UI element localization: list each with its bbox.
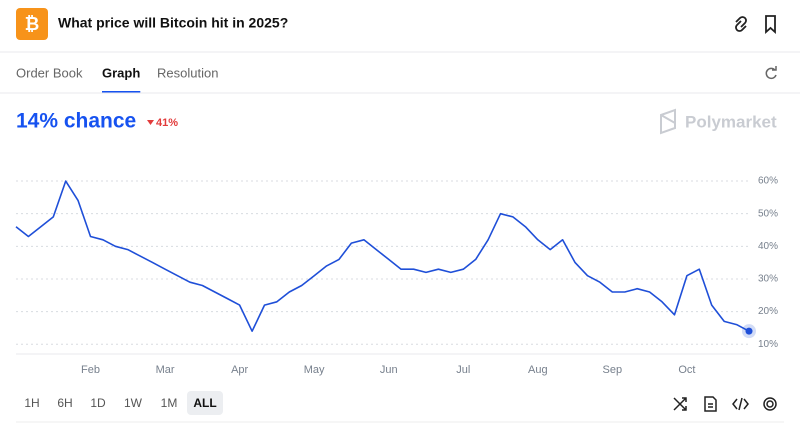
x-tick-label: Aug: [528, 364, 548, 376]
chance-change: 41%: [156, 117, 178, 129]
x-tick-label: Feb: [81, 364, 100, 376]
market-icon: [16, 8, 48, 40]
chance: 14% chance: [16, 110, 136, 133]
tab-underline: [102, 91, 141, 93]
x-tick-label: Oct: [678, 364, 695, 376]
tab[interactable]: Resolution: [157, 65, 218, 80]
y-tick-label: 10%: [758, 339, 778, 350]
y-tick-label: 20%: [758, 306, 778, 317]
tab[interactable]: Order Book: [16, 65, 83, 80]
range-button[interactable]: ALL: [193, 396, 216, 410]
x-tick-label: Apr: [231, 364, 248, 376]
embed-icon[interactable]: [732, 397, 749, 411]
range-button[interactable]: 1W: [124, 396, 143, 410]
range-active-bg: [187, 391, 223, 415]
tabs: Order Book Graph Resolution: [16, 65, 218, 93]
x-tick-label: May: [304, 364, 325, 376]
x-tick-label: Mar: [156, 364, 175, 376]
toolbar-icons: [673, 396, 777, 412]
range-button[interactable]: 1H: [24, 396, 39, 410]
y-tick-label: 30%: [758, 274, 778, 285]
range-button[interactable]: 6H: [57, 396, 72, 410]
refresh-icon[interactable]: [765, 66, 777, 80]
shuffle-icon[interactable]: [673, 397, 687, 411]
range-buttons: 1H 6H 1D 1W 1M ALL: [24, 391, 223, 415]
icon-glyph: ₿: [25, 14, 40, 34]
link-icon[interactable]: [735, 16, 747, 32]
down-arrow: [147, 120, 154, 125]
brand: Polymarket: [685, 112, 777, 131]
y-tick-label: 50%: [758, 208, 778, 219]
y-tick-label: 40%: [758, 241, 778, 252]
x-tick-label: Jun: [380, 364, 398, 376]
settings-icon[interactable]: [766, 400, 774, 408]
bookmark-icon[interactable]: [765, 15, 776, 35]
tab[interactable]: Graph: [102, 65, 140, 80]
x-tick-label: Jul: [456, 364, 470, 376]
y-tick-label: 60%: [758, 176, 778, 187]
doc-icon[interactable]: [704, 396, 717, 412]
market-title: What price will Bitcoin hit in 2025?: [58, 15, 288, 31]
chart: 10% 20% 30% 40% 50% 60% Feb Mar Apr May Jun Jul Aug S…: [15, 176, 778, 376]
range-button[interactable]: 1M: [161, 396, 178, 410]
price-line: [15, 180, 750, 332]
range-button[interactable]: 1D: [90, 396, 106, 410]
brand-logo: [660, 108, 676, 135]
current-point: [745, 327, 753, 335]
x-tick-label: Sep: [603, 364, 623, 376]
